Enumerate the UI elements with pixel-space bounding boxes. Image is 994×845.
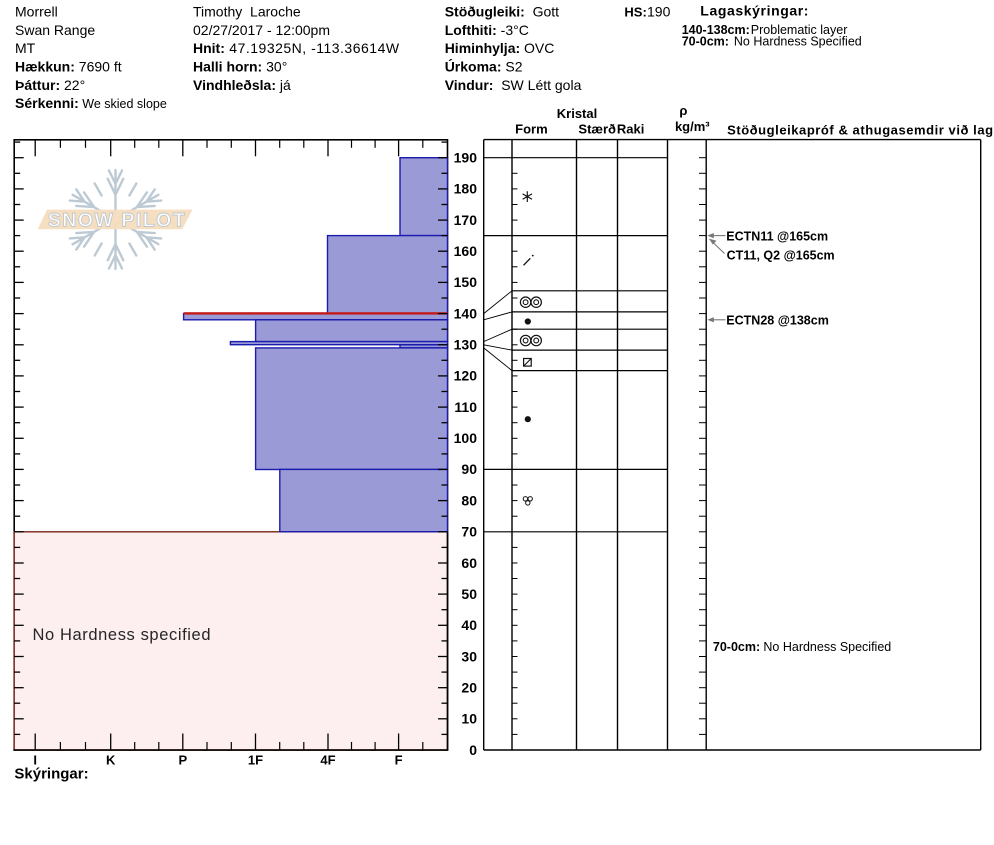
svg-text:ρ: ρ bbox=[679, 103, 687, 118]
svg-text:Vindhleðsla: já: Vindhleðsla: já bbox=[193, 77, 291, 93]
svg-text:110: 110 bbox=[454, 399, 477, 415]
svg-text:190: 190 bbox=[454, 150, 478, 166]
svg-text:Lofthiti: -3°C: Lofthiti: -3°C bbox=[445, 22, 529, 38]
svg-text:80: 80 bbox=[461, 492, 477, 508]
svg-text:140-138cm:Problematic layer: 140-138cm:Problematic layer bbox=[682, 23, 848, 37]
svg-text:Stöðugleikapróf & athugasemdir: Stöðugleikapróf & athugasemdir við lag bbox=[727, 123, 994, 138]
svg-text:Úrkoma: S2: Úrkoma: S2 bbox=[445, 58, 523, 75]
svg-text:70: 70 bbox=[461, 524, 477, 540]
svg-text:F: F bbox=[395, 752, 403, 767]
svg-text:K: K bbox=[106, 752, 116, 767]
svg-text:70-0cm:No Hardness Specified: 70-0cm: No Hardness Specified bbox=[682, 35, 862, 49]
svg-text:I: I bbox=[33, 752, 37, 767]
svg-text:02/27/2017 - 12:00pm: 02/27/2017 - 12:00pm bbox=[193, 22, 330, 38]
svg-text:Sérkenni: We skied slope: Sérkenni: We skied slope bbox=[15, 95, 167, 111]
svg-text:180: 180 bbox=[454, 181, 478, 197]
svg-text:Hækkun: 7690 ft: Hækkun: 7690 ft bbox=[15, 59, 122, 75]
svg-text:100: 100 bbox=[454, 430, 478, 446]
svg-text:MT: MT bbox=[15, 40, 36, 56]
svg-text:60: 60 bbox=[461, 555, 477, 571]
svg-text:Hnit: 47.19325N, -113.36614W: Hnit: 47.19325N, -113.36614W bbox=[193, 40, 400, 56]
svg-text:Lagaskýringar:: Lagaskýringar: bbox=[700, 3, 809, 19]
svg-text:ECTN11 @165cm: ECTN11 @165cm bbox=[726, 229, 828, 243]
svg-text:kg/m³: kg/m³ bbox=[675, 119, 710, 134]
svg-text:Stærð: Stærð bbox=[578, 121, 616, 136]
svg-text:30: 30 bbox=[461, 648, 477, 664]
svg-text:Timothy Laroche: Timothy Laroche bbox=[193, 3, 301, 19]
svg-text:50: 50 bbox=[461, 586, 477, 602]
svg-text:Þáttur: 22°: Þáttur: 22° bbox=[15, 77, 85, 93]
svg-text:Himinhylja: OVC: Himinhylja: OVC bbox=[445, 40, 555, 56]
svg-text:HS:190: HS:190 bbox=[624, 3, 670, 19]
svg-text:P: P bbox=[178, 752, 187, 767]
svg-text:Skýringar:: Skýringar: bbox=[14, 766, 88, 783]
svg-text:Stöðugleiki: Gott: Stöðugleiki: Gott bbox=[445, 3, 559, 19]
svg-text:70-0cm:No Hardness Specified: 70-0cm: No Hardness Specified bbox=[713, 640, 891, 654]
svg-text:CT11, Q2 @165cm: CT11, Q2 @165cm bbox=[727, 249, 835, 263]
svg-text:140: 140 bbox=[454, 305, 478, 321]
svg-text:130: 130 bbox=[454, 337, 478, 353]
svg-text:Form: Form bbox=[515, 121, 548, 136]
svg-text:120: 120 bbox=[454, 368, 478, 384]
svg-text:90: 90 bbox=[461, 461, 477, 477]
svg-text:10: 10 bbox=[461, 711, 477, 727]
svg-text:ECTN28 @138cm: ECTN28 @138cm bbox=[726, 313, 829, 327]
svg-text:20: 20 bbox=[461, 680, 477, 696]
svg-text:4F: 4F bbox=[320, 752, 335, 767]
svg-text:Halli horn: 30°: Halli horn: 30° bbox=[193, 59, 287, 75]
svg-text:40: 40 bbox=[461, 617, 477, 633]
svg-text:150: 150 bbox=[454, 274, 478, 290]
svg-text:170: 170 bbox=[454, 212, 478, 228]
svg-text:160: 160 bbox=[454, 243, 478, 259]
svg-text:1F: 1F bbox=[248, 752, 263, 767]
svg-text:0: 0 bbox=[469, 742, 477, 758]
svg-text:Kristal: Kristal bbox=[557, 106, 597, 121]
svg-text:No Hardness specified: No Hardness specified bbox=[33, 626, 212, 644]
svg-text:Vindur: SW Létt gola: Vindur: SW Létt gola bbox=[445, 77, 582, 93]
svg-text:Raki: Raki bbox=[617, 121, 644, 136]
svg-text:SNOW PILOT: SNOW PILOT bbox=[48, 210, 187, 232]
svg-text:Morrell: Morrell bbox=[15, 3, 58, 19]
svg-text:Swan Range: Swan Range bbox=[15, 22, 95, 38]
